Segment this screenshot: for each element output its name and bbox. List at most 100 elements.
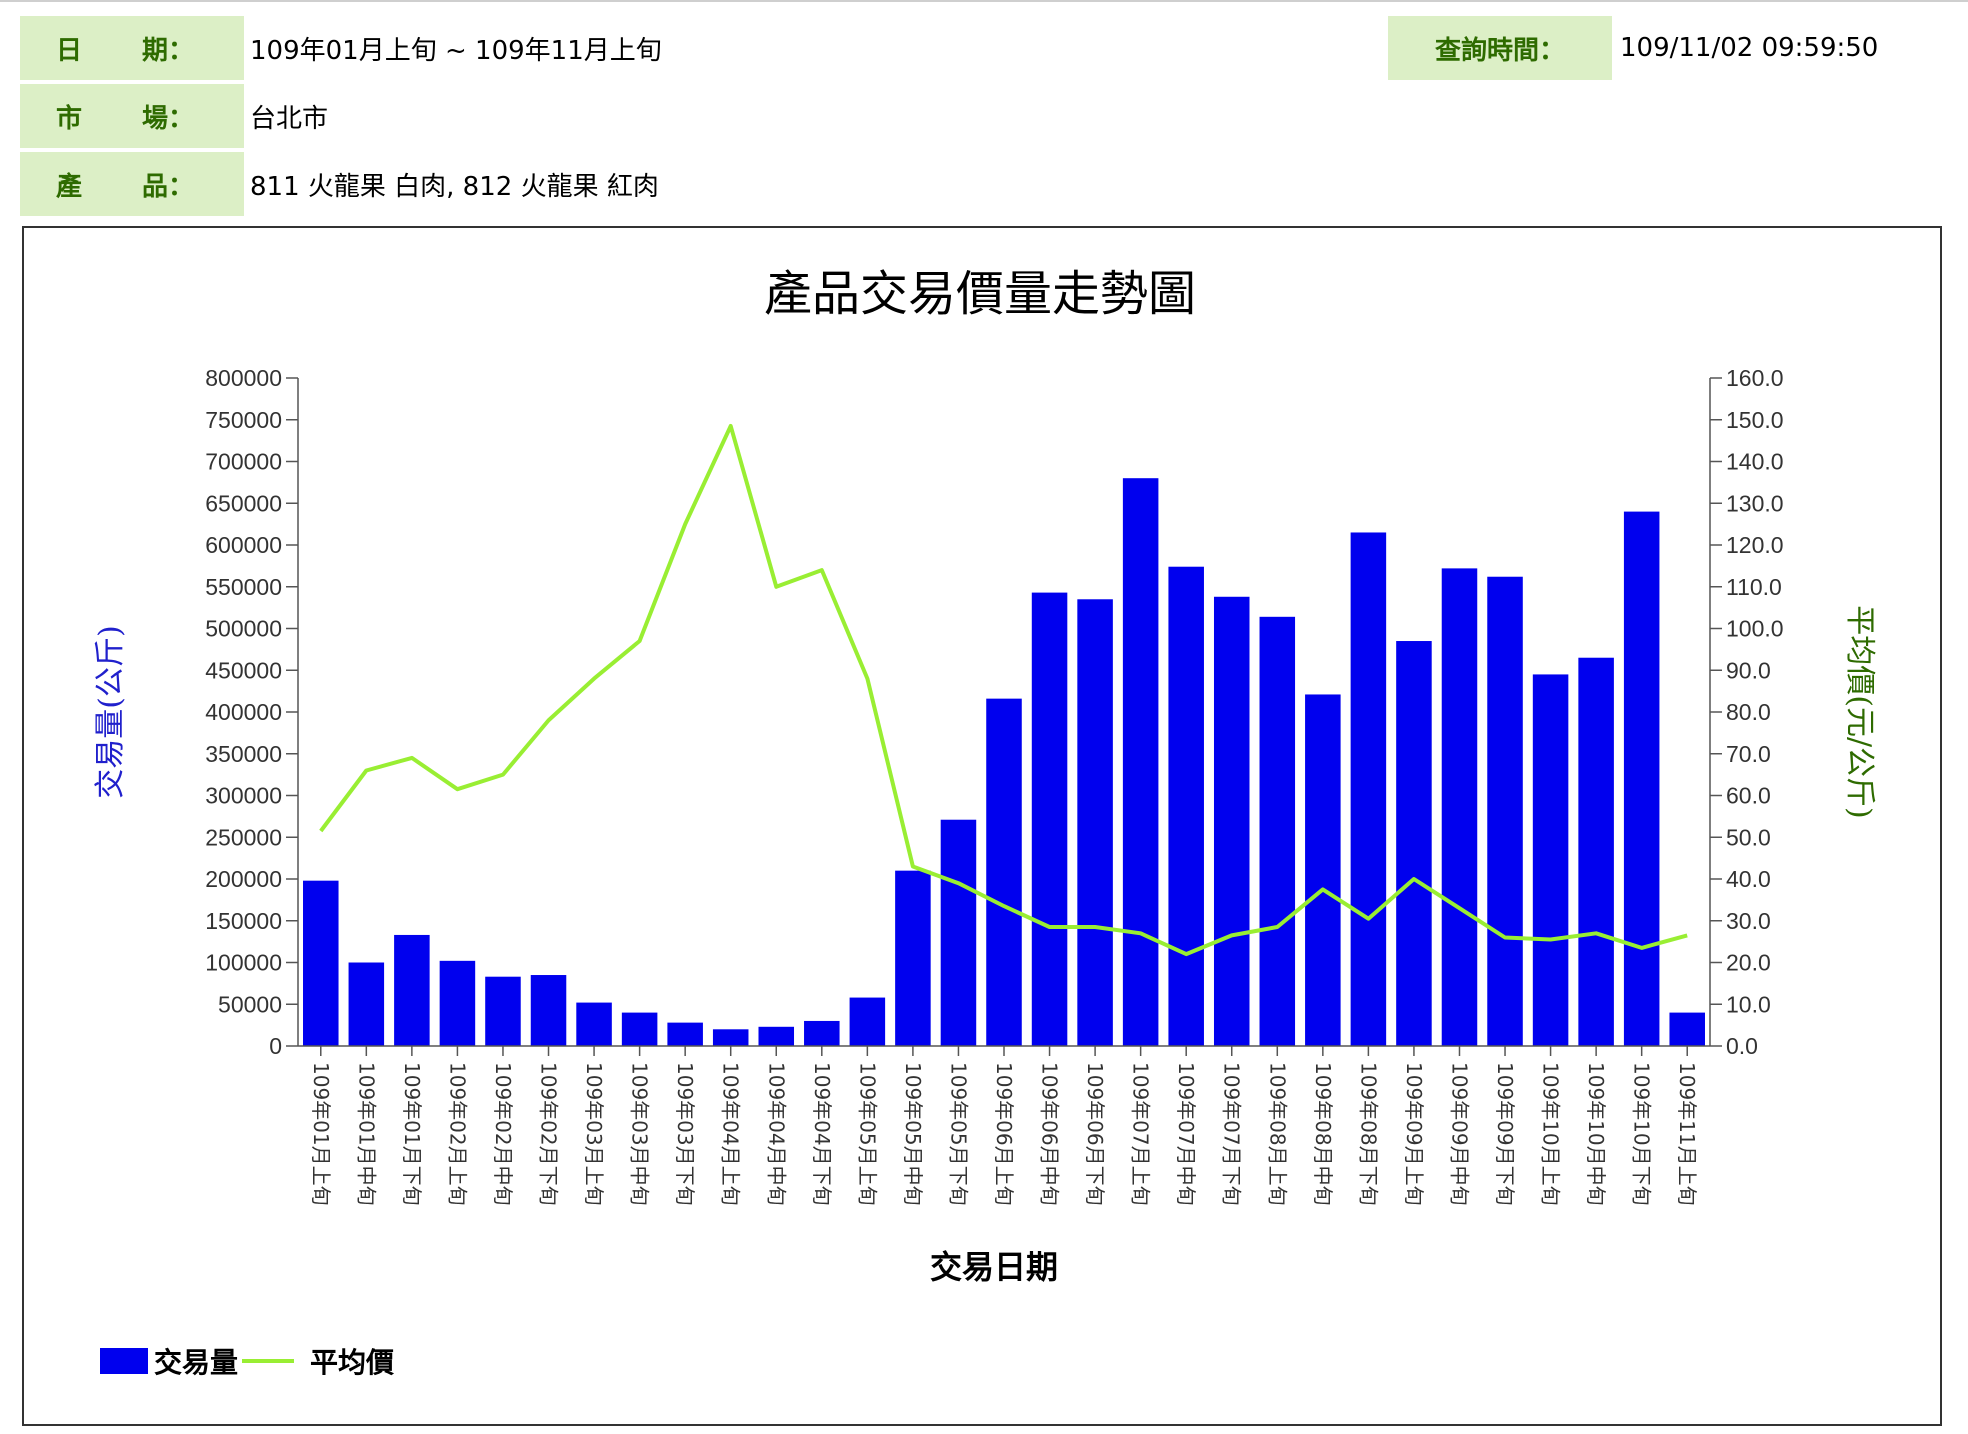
x-tick-label: 109年06月上旬 — [992, 1062, 1016, 1206]
right-tick-label: 10.0 — [1726, 991, 1771, 1017]
volume-bar — [895, 870, 931, 1046]
right-tick-label: 40.0 — [1726, 866, 1771, 892]
volume-bar — [621, 1012, 658, 1046]
volume-bar — [1532, 674, 1569, 1046]
chart-title: 產品交易價量走勢圖 — [764, 266, 1196, 322]
left-tick-label: 700000 — [205, 449, 282, 475]
right-tick-label: 100.0 — [1726, 616, 1784, 642]
x-tick-label: 109年02月下旬 — [537, 1062, 561, 1206]
volume-bar — [849, 997, 886, 1046]
left-tick-label: 150000 — [205, 908, 282, 934]
x-tick-label: 109年03月中旬 — [628, 1062, 652, 1206]
x-tick-label: 109年10月中旬 — [1584, 1062, 1608, 1206]
legend-bar-swatch — [100, 1348, 148, 1374]
volume-bar — [394, 934, 430, 1046]
x-tick-label: 109年07月下旬 — [1220, 1062, 1244, 1206]
right-tick-label: 70.0 — [1726, 741, 1771, 767]
volume-bar — [1396, 641, 1432, 1046]
x-axis-ticks: 109年01月上旬 109年01月中旬 109年01月下旬 109年02月上旬 109年… — [309, 1046, 1699, 1206]
x-tick-label: 109年05月下旬 — [946, 1062, 970, 1206]
left-tick-label: 750000 — [205, 407, 282, 433]
left-tick-label: 0 — [269, 1033, 282, 1059]
right-axis-ticks: 0.0 10.0 20.0 30.0 40.0 50.0 60.0 70.0 80.0 90.0 1… — [1710, 365, 1784, 1059]
left-tick-label: 400000 — [205, 699, 282, 725]
x-tick-label: 109年05月上旬 — [855, 1062, 879, 1206]
volume-bar — [667, 1022, 703, 1046]
average-price-line — [319, 424, 1688, 957]
right-tick-label: 160.0 — [1726, 365, 1784, 391]
volume-bar — [712, 1029, 749, 1046]
left-tick-label: 800000 — [205, 365, 282, 391]
left-tick-label: 500000 — [205, 616, 282, 642]
x-tick-label: 109年10月上旬 — [1539, 1062, 1563, 1206]
x-tick-label: 109年09月上旬 — [1402, 1062, 1426, 1206]
x-tick-label: 109年01月上旬 — [309, 1062, 333, 1206]
x-tick-label: 109年03月下旬 — [673, 1062, 697, 1206]
right-tick-label: 30.0 — [1726, 908, 1771, 934]
legend-line-label: 平均價 — [310, 1346, 395, 1379]
volume-bar — [485, 976, 521, 1046]
right-tick-label: 20.0 — [1726, 950, 1771, 976]
chart-legend: 交易量 平均價 — [100, 1346, 395, 1379]
right-tick-label: 60.0 — [1726, 783, 1771, 809]
volume-bar — [576, 1002, 612, 1046]
volume-bar — [1350, 532, 1387, 1046]
x-tick-label: 109年08月中旬 — [1311, 1062, 1335, 1206]
right-tick-label: 120.0 — [1726, 532, 1784, 558]
volume-bar — [940, 819, 977, 1046]
market-label-char-2: 場： — [141, 103, 194, 134]
volume-bar — [530, 975, 567, 1046]
right-axis-title: 平均價(元/公斤) — [1842, 605, 1877, 819]
x-tick-label: 109年01月中旬 — [354, 1062, 378, 1206]
left-tick-label: 450000 — [205, 657, 282, 683]
volume-bar — [1669, 1012, 1705, 1046]
right-tick-label: 50.0 — [1726, 824, 1771, 850]
left-tick-label: 200000 — [205, 866, 282, 892]
x-tick-label: 109年10月下旬 — [1630, 1062, 1654, 1206]
right-tick-label: 80.0 — [1726, 699, 1771, 725]
volume-bar — [1623, 511, 1660, 1047]
volume-bar — [1441, 568, 1478, 1046]
x-tick-label: 109年08月上旬 — [1265, 1062, 1289, 1206]
market-label-char-1: 市 — [56, 103, 83, 134]
right-tick-label: 110.0 — [1726, 574, 1782, 600]
product-label: 產 品： — [20, 152, 244, 216]
left-tick-label: 250000 — [205, 824, 282, 850]
volume-bar — [348, 962, 385, 1046]
volume-bar — [1213, 596, 1250, 1046]
volume-bar — [1259, 616, 1296, 1046]
volume-bar — [758, 1026, 795, 1046]
x-tick-label: 109年09月中旬 — [1447, 1062, 1471, 1206]
left-tick-label: 100000 — [205, 950, 282, 976]
left-tick-label: 50000 — [218, 991, 282, 1017]
left-tick-label: 300000 — [205, 783, 282, 809]
volume-bar — [1487, 576, 1523, 1046]
product-label-char-1: 產 — [56, 171, 83, 202]
volume-bar — [1168, 566, 1204, 1046]
volume-bar — [986, 698, 1022, 1046]
x-tick-label: 109年07月上旬 — [1129, 1062, 1153, 1206]
right-tick-label: 90.0 — [1726, 657, 1771, 683]
x-axis-title: 交易日期 — [930, 1248, 1058, 1286]
x-tick-label: 109年05月中旬 — [901, 1062, 925, 1206]
volume-bars — [303, 478, 1705, 1047]
top-divider — [0, 0, 1968, 2]
date-label-char-1: 日 — [56, 35, 83, 66]
query-time-value: 109/11/02 09:59:50 — [1620, 33, 1879, 63]
right-tick-label: 140.0 — [1726, 449, 1784, 475]
volume-bar — [1077, 599, 1113, 1046]
right-tick-label: 130.0 — [1726, 490, 1784, 516]
date-label-char-2: 期： — [141, 35, 194, 66]
price-volume-chart: 產品交易價量走勢圖 0 50000 100000 150000 200000 250000… — [93, 266, 1877, 1379]
x-tick-label: 109年04月上旬 — [719, 1062, 743, 1206]
volume-bar — [1122, 478, 1159, 1046]
x-tick-label: 109年01月下旬 — [400, 1062, 424, 1206]
x-tick-label: 109年06月下旬 — [1083, 1062, 1107, 1206]
x-tick-label: 109年08月下旬 — [1356, 1062, 1380, 1206]
left-tick-label: 550000 — [205, 574, 282, 600]
left-tick-label: 650000 — [205, 490, 282, 516]
right-tick-label: 0.0 — [1726, 1033, 1758, 1059]
x-tick-label: 109年03月上旬 — [582, 1062, 606, 1206]
x-tick-label: 109年09月下旬 — [1493, 1062, 1517, 1206]
x-tick-label: 109年04月中旬 — [764, 1062, 788, 1206]
